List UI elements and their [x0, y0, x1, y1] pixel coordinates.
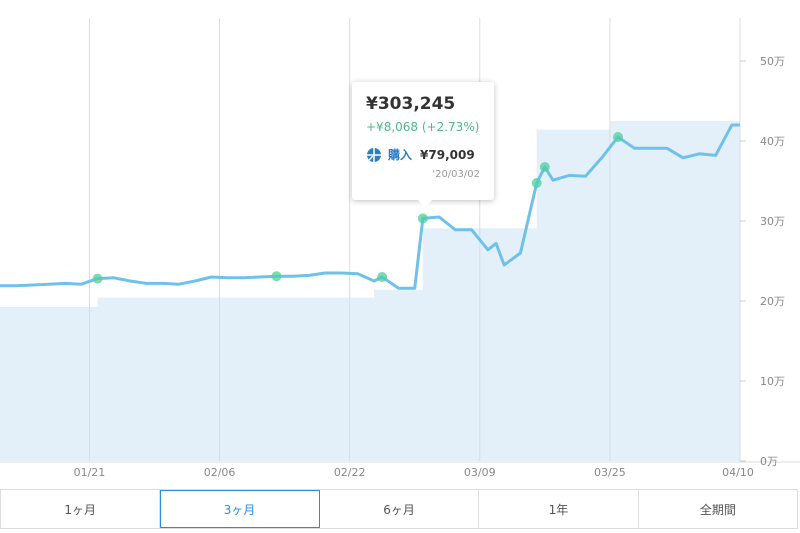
buy-icon — [367, 147, 381, 162]
y-tick-label: 20万 — [760, 295, 785, 308]
x-tick-label: 02/06 — [204, 466, 236, 479]
period-tab[interactable]: 1年 — [479, 490, 639, 528]
tooltip-kind: 購入 — [388, 148, 413, 162]
y-tick-label: 30万 — [760, 215, 785, 228]
buy-marker — [271, 271, 282, 282]
tooltip-value: ¥303,245 — [366, 94, 456, 114]
tooltip-amount: ¥79,009 — [420, 147, 475, 162]
period-tab[interactable]: 6ヶ月 — [320, 490, 480, 528]
x-tick-label: 01/21 — [74, 466, 106, 479]
tooltip-row: 購入 ¥79,009 — [366, 146, 480, 163]
chart: 01/21 02/06 02/22 03/09 03/25 04/10 0万 10万 20万 30… — [0, 18, 800, 479]
period-tab[interactable]: 全期間 — [699, 502, 736, 517]
tooltip-arrow — [418, 200, 432, 208]
buy-marker — [377, 272, 388, 282]
x-tick-label: 03/09 — [464, 466, 496, 479]
y-tick-label: 50万 — [760, 55, 785, 68]
period-tabs: 1ヶ月 3ヶ月 6ヶ月 1年 全期間 — [0, 489, 798, 529]
y-tick-label: 0万 — [760, 455, 778, 468]
buy-marker — [531, 178, 542, 188]
invested-area — [0, 121, 740, 461]
x-tick-label: 04/10 — [722, 466, 754, 479]
tooltip: ¥303,245 +¥8,068 (+2.73%) 購入 ¥79,009 '20… — [352, 82, 494, 208]
tooltip-date: '20/03/02 — [432, 169, 480, 180]
buy-marker — [539, 162, 550, 172]
y-tick-label: 40万 — [760, 135, 785, 148]
tooltip-change: +¥8,068 (+2.73%) — [366, 120, 480, 134]
y-tick-label: 10万 — [760, 375, 785, 388]
x-tick-label: 02/22 — [334, 466, 366, 479]
buy-marker — [613, 132, 624, 142]
x-tick-label: 03/25 — [594, 466, 626, 479]
buy-marker — [417, 213, 428, 224]
buy-marker — [92, 273, 103, 284]
period-tab[interactable]: 1ヶ月 — [1, 490, 161, 528]
period-tab[interactable]: 3ヶ月 — [160, 490, 320, 528]
